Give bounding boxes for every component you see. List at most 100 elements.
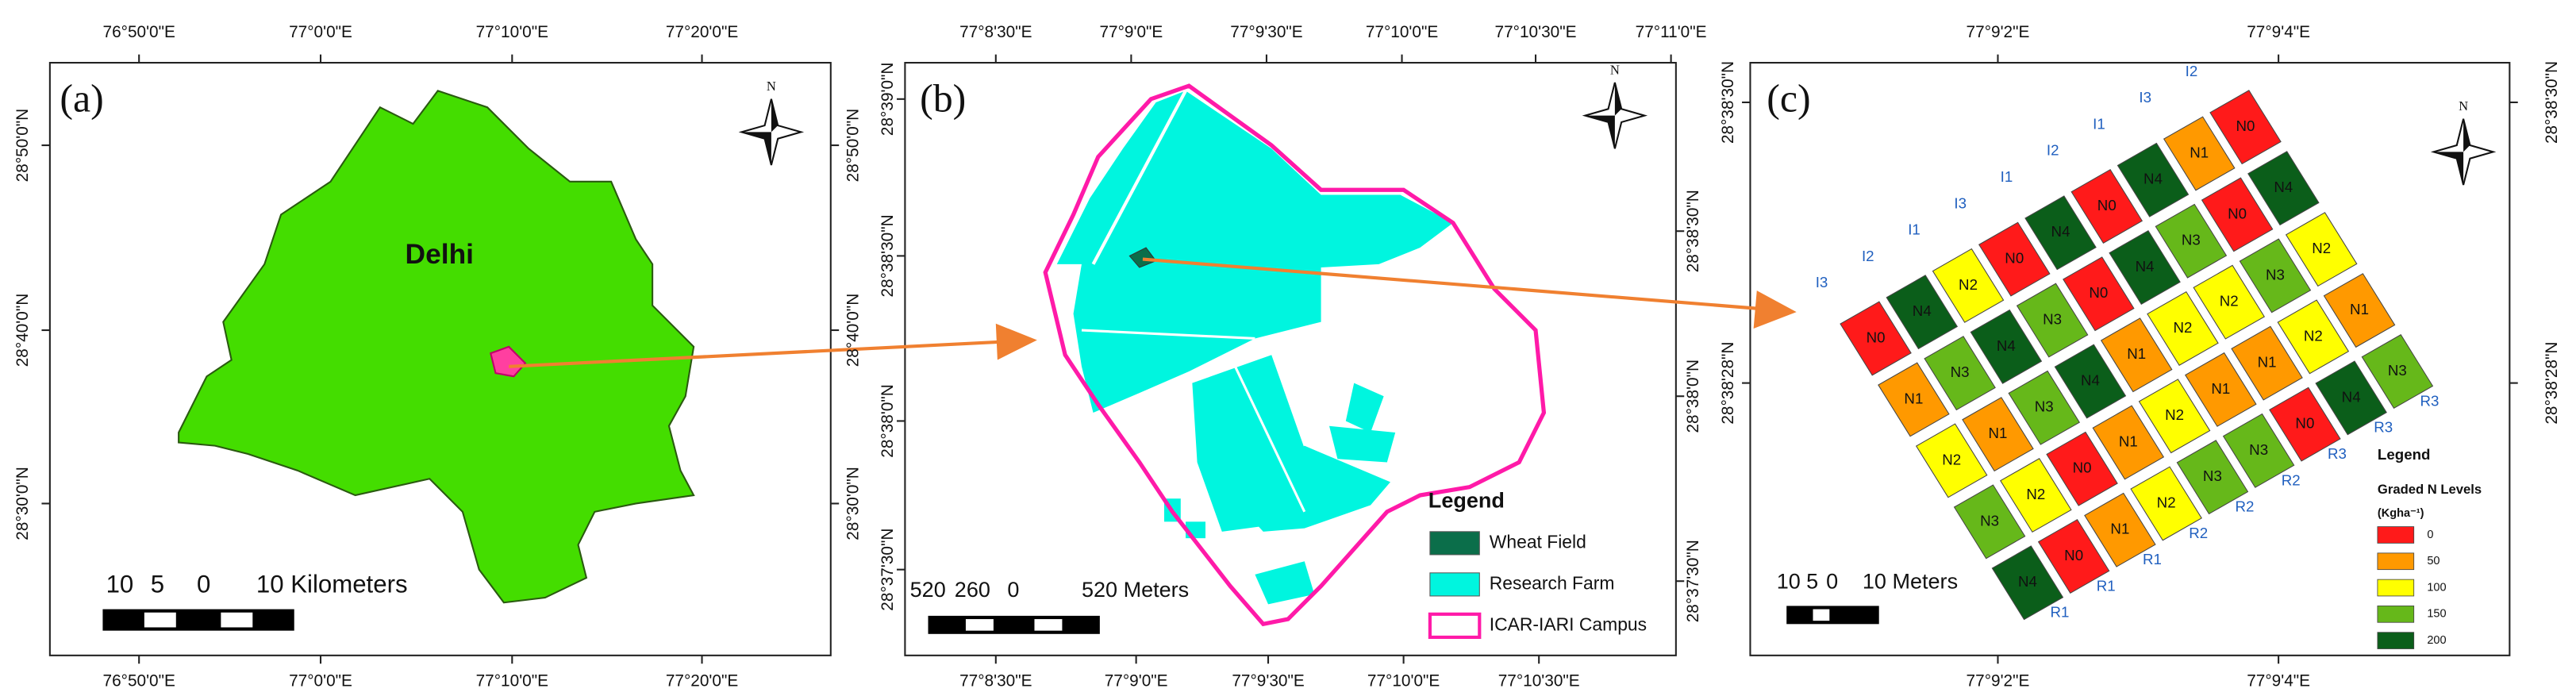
top-tick-label: 77°9'30"E <box>1230 23 1302 41</box>
plot-label: N0 <box>2089 284 2108 301</box>
north-label: N <box>2459 98 2468 113</box>
plot <box>2361 334 2434 410</box>
plot <box>2024 195 2097 271</box>
north-label: N <box>1610 62 1620 77</box>
legend-unit: (Kgha⁻¹) <box>2378 507 2424 520</box>
plot-label: N2 <box>2312 240 2331 256</box>
plot <box>2209 90 2282 165</box>
right-tick-label: 28°37'30"N <box>1684 540 1702 622</box>
replication-label: R3 <box>2374 419 2393 436</box>
left-tick-label: 28°37'30"N <box>879 529 897 611</box>
plot-label: N3 <box>2388 362 2407 379</box>
bottom-tick-label: 77°9'0"E <box>1105 672 1168 690</box>
plot <box>2285 212 2358 287</box>
plot <box>2163 116 2236 191</box>
plot <box>2155 203 2228 279</box>
plot <box>2193 264 2265 340</box>
plot <box>1962 397 2034 472</box>
plot-label: N3 <box>2182 232 2201 248</box>
plot <box>1970 309 2043 384</box>
plot-label: N2 <box>1959 276 1978 293</box>
plot <box>2222 413 2295 488</box>
plot-label: N0 <box>2005 250 2024 267</box>
replication-label: R2 <box>2282 471 2301 488</box>
farm-block <box>1329 425 1396 463</box>
right-tick-label: 28°40'0"N <box>844 294 862 367</box>
plot <box>1978 221 2051 297</box>
plot <box>2000 458 2072 533</box>
right-tick-label: 28°38'0"N <box>1684 360 1702 433</box>
plot <box>2176 440 2249 515</box>
irrigation-label: I3 <box>2139 89 2151 106</box>
farm-block <box>1255 561 1315 605</box>
panel-label: (a) <box>60 76 103 120</box>
plot <box>2084 492 2156 567</box>
plot <box>2109 229 2181 305</box>
farm-block <box>1230 445 1390 532</box>
legend-swatch <box>1429 572 1480 597</box>
irrigation-label: I3 <box>1816 274 1828 290</box>
plot-label: N2 <box>2157 494 2176 510</box>
plot <box>1932 248 2005 323</box>
top-tick-label: 77°20'0"E <box>666 23 738 41</box>
replication-label: R3 <box>2328 445 2347 462</box>
plot-label: N4 <box>2051 223 2070 240</box>
irrigation-label: I2 <box>1862 248 1874 264</box>
left-tick-label: 28°38'0"N <box>879 384 897 458</box>
left-tick-label: 28°50'0"N <box>13 109 32 183</box>
panel-label: (b) <box>920 76 966 120</box>
scale-bar-label: 10 <box>1777 569 1801 593</box>
plot-label: N3 <box>1980 512 1999 529</box>
plot-label: N4 <box>2143 171 2163 187</box>
legend-label: 150 <box>2427 608 2446 621</box>
plot-label: N2 <box>2220 293 2239 310</box>
plot <box>2147 290 2219 366</box>
plot <box>2117 142 2190 217</box>
plot-label: N4 <box>2081 371 2100 388</box>
plot <box>2037 519 2110 594</box>
plot <box>2092 405 2165 480</box>
plot-label: N3 <box>2043 310 2062 327</box>
plot <box>1886 275 1959 350</box>
irrigation-label: I1 <box>2001 168 2013 185</box>
scale-bar <box>1786 606 1879 625</box>
arrow-head <box>995 323 1037 360</box>
campus-location <box>490 345 527 378</box>
top-tick-label: 77°9'4"E <box>2247 23 2310 41</box>
left-tick-label: 28°38'28"N <box>1719 342 1737 425</box>
plot <box>2323 273 2396 348</box>
plot <box>2046 431 2118 506</box>
plot <box>2100 317 2173 393</box>
left-tick-label: 28°38'30"N <box>1719 61 1737 144</box>
scale-bar-label: 5 <box>151 571 164 598</box>
farm-road <box>1091 90 1187 265</box>
research-farm <box>1056 90 1454 605</box>
plot-label: N2 <box>2026 486 2045 502</box>
bottom-tick-label: 77°9'2"E <box>1967 672 2030 690</box>
scale-bar-segment <box>221 612 253 628</box>
farm-block <box>1205 465 1219 479</box>
legend-label: Research Farm <box>1490 572 1615 593</box>
legend-label: 50 <box>2427 555 2440 567</box>
top-tick-label: 77°9'0"E <box>1099 23 1163 41</box>
replication-label: R3 <box>2420 392 2439 409</box>
bottom-tick-label: 77°10'0"E <box>476 672 548 690</box>
bottom-tick-label: 77°8'30"E <box>959 672 1032 690</box>
legend-swatch <box>2377 606 2415 623</box>
plot-label: N3 <box>2203 467 2222 484</box>
scale-bar-label: 0 <box>197 571 210 598</box>
replication-label: R2 <box>2189 525 2208 541</box>
plot <box>1878 362 1950 437</box>
plot-label: N3 <box>2266 266 2285 283</box>
legend-title: Legend <box>2378 446 2431 463</box>
replication-label: R1 <box>2097 577 2116 594</box>
scale-bar <box>102 609 294 631</box>
farm-road <box>1081 329 1255 340</box>
north-arrow <box>1585 83 1622 149</box>
plot <box>1840 301 1912 376</box>
top-tick-label: 77°11'0"E <box>1636 23 1707 41</box>
legend-subtitle: Graded N Levels <box>2378 482 2482 497</box>
scale-bar-label: 260 <box>955 578 990 602</box>
